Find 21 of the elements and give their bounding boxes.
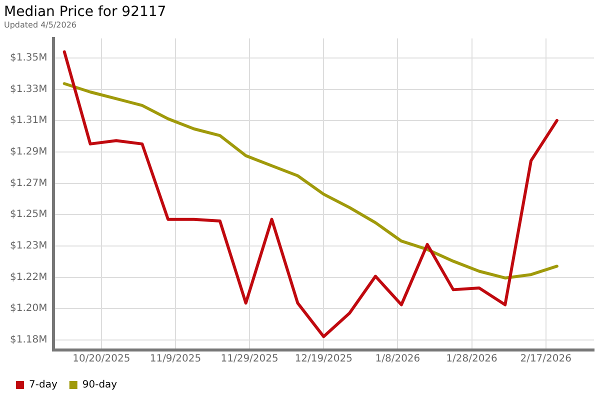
y-tick-label: $1.23M: [10, 240, 48, 252]
y-tick-label: $1.31M: [10, 115, 48, 126]
y-tick-label: $1.35M: [10, 52, 48, 64]
legend-label: 90-day: [82, 380, 118, 391]
y-tick-label: $1.27M: [10, 178, 48, 189]
x-tick-label: 10/20/2025: [72, 354, 130, 365]
x-tick-label: 2/17/2026: [520, 354, 572, 365]
y-tick-label: $1.33M: [10, 84, 48, 95]
y-tick-label: $1.18M: [10, 334, 48, 346]
chart-title: Median Price for 92117: [4, 4, 166, 20]
x-tick-label: 12/19/2025: [294, 354, 352, 365]
x-tick-label: 11/29/2025: [220, 354, 278, 365]
y-tick-label: $1.25M: [10, 209, 48, 220]
y-tick-label: $1.22M: [10, 272, 48, 283]
y-tick-label: $1.20M: [10, 303, 48, 314]
x-tick-label: 1/8/2026: [375, 354, 420, 365]
x-tick-label: 1/28/2026: [446, 354, 498, 365]
y-tick-label: $1.29M: [10, 146, 48, 158]
legend-label: 7-day: [29, 380, 58, 391]
chart-subtitle: Updated 4/5/2026: [4, 20, 77, 30]
x-tick-label: 11/9/2025: [150, 354, 202, 365]
